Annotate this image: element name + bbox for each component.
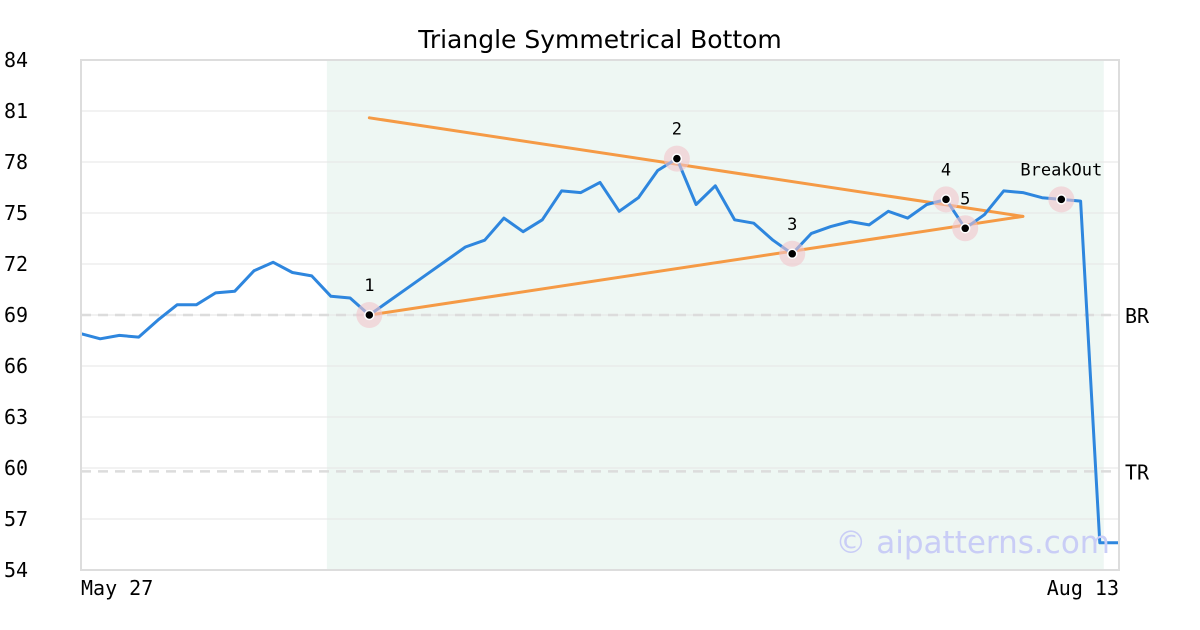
pattern-point-marker xyxy=(364,309,375,321)
y-tick-label: 66 xyxy=(4,354,28,378)
y-tick-label: 69 xyxy=(4,303,28,327)
pattern-point-marker xyxy=(1056,194,1067,205)
pattern-point-label: 3 xyxy=(787,215,797,235)
trendline-layer xyxy=(367,116,1025,317)
y-tick-label: 81 xyxy=(4,99,28,123)
chart-title: Triangle Symmetrical Bottom xyxy=(417,25,782,54)
y-tick-label: 60 xyxy=(4,456,28,480)
pattern-point-label: 1 xyxy=(364,276,374,296)
y-tick-label: 72 xyxy=(4,252,28,276)
pattern-point-label: 4 xyxy=(941,160,951,180)
level-label: TR xyxy=(1125,460,1150,484)
x-tick-label-end: Aug 13 xyxy=(1047,576,1119,600)
level-layer: BR TR xyxy=(81,304,1150,484)
y-tick-label: 54 xyxy=(4,558,28,582)
x-tick-label-start: May 27 xyxy=(81,576,153,600)
pattern-point-marker xyxy=(940,194,952,205)
level-label: BR xyxy=(1125,304,1150,328)
pattern-point-marker xyxy=(786,248,798,260)
plot-frame xyxy=(80,59,1120,571)
y-tick-label: 78 xyxy=(4,150,28,174)
y-tick-label: 57 xyxy=(4,507,28,531)
watermark: © aipatterns.com xyxy=(835,525,1110,561)
y-tick-label: 75 xyxy=(4,201,28,225)
pattern-point-marker xyxy=(671,153,683,164)
y-axis: 54 57 60 63 66 69 72 75 78 81 84 xyxy=(4,48,28,582)
pattern-point-label: BreakOut xyxy=(1020,160,1102,180)
trendline xyxy=(367,116,1025,218)
trendline xyxy=(367,214,1025,317)
pattern-point-label: 2 xyxy=(672,120,682,140)
grid-layer xyxy=(81,110,1119,520)
pattern-point-marker xyxy=(959,223,971,234)
pattern-point-label: 5 xyxy=(960,189,970,209)
pattern-point-layer: 1 2 3 45 BreakOut xyxy=(356,120,1102,328)
y-tick-label: 63 xyxy=(4,405,28,429)
y-tick-label: 84 xyxy=(4,48,28,72)
